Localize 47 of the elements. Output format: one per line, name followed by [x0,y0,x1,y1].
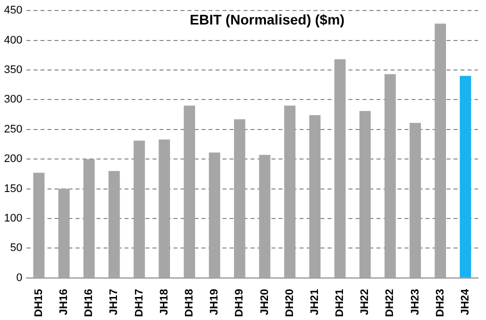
x-tick-label: JH19 [208,288,221,316]
bar [208,152,220,278]
x-tick-label: DH17 [133,288,146,317]
x-tick-label: DH15 [32,288,45,317]
x-tick-label: JH16 [58,288,70,316]
chart-title: EBIT (Normalised) ($m) [190,11,345,28]
x-tick-label: JH22 [359,288,372,316]
bar [384,74,396,278]
x-tick-label: DH23 [434,288,446,317]
x-tick-label: JH23 [409,288,422,316]
x-tick-label: DH16 [83,288,96,317]
x-tick-label: JH21 [308,288,321,316]
bar [234,119,246,278]
bar [410,122,421,278]
bar [359,110,371,278]
bar [58,188,70,278]
y-tick-label: 200 [4,153,22,166]
y-tick-label: 300 [4,94,22,106]
y-tick-label: 350 [4,64,22,76]
bar [284,106,296,278]
bar [334,59,346,278]
x-tick-label: DH19 [234,288,246,317]
x-tick-label: DH22 [384,288,396,317]
bar [184,106,196,278]
y-tick-label: 0 [16,272,22,284]
bar [33,172,45,278]
x-tick-label: JH17 [108,288,120,316]
bar [460,76,472,278]
x-tick-label: JH20 [258,288,271,316]
x-tick-label: DH18 [183,288,196,317]
y-tick-label: 450 [4,4,22,17]
y-tick-label: 100 [4,212,22,225]
x-tick-label: JH24 [459,288,472,316]
bar [259,154,270,278]
bar [83,159,95,278]
y-tick-label: 50 [10,242,22,254]
x-tick-label: DH20 [284,288,296,317]
bar [134,140,145,278]
bar [309,115,321,278]
y-tick-label: 400 [4,34,22,46]
bar [434,24,446,278]
bar [158,139,170,278]
y-tick-label: 250 [4,123,22,136]
y-tick-label: 150 [4,182,22,195]
x-tick-label: JH18 [158,288,170,316]
x-tick-label: DH21 [334,288,346,317]
bar [108,170,120,278]
